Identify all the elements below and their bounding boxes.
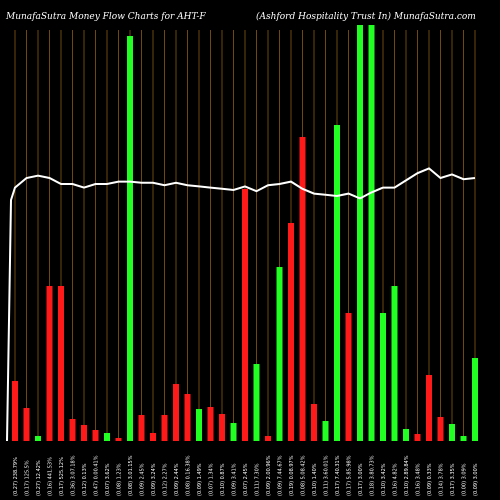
bar (23, 408, 30, 441)
bar (403, 429, 409, 441)
x-tick-label: (0.14) 3.78% (439, 463, 445, 496)
x-tick-label: (0.16) 3.48% (416, 463, 422, 496)
bar (449, 424, 455, 441)
bar (138, 415, 145, 441)
x-tick-label: (0.09) 3.24% (151, 463, 157, 496)
x-tick-label: (0.10) 0.87% (220, 463, 226, 496)
chart-subtitle: (Ashford Hospitality Trust In) MunafaSut… (256, 12, 476, 22)
x-tick-label: (0.08) 0.16.38% (186, 455, 192, 496)
x-tick-label: (0.09) 7.44.67% (278, 455, 284, 496)
x-tick-label: (0.09) 3.41% (232, 463, 238, 496)
x-tick-label: (0.07) 1.34% (209, 463, 215, 496)
x-tick-label: (0.08) 3.01.15% (128, 455, 134, 496)
x-tick-label: (0.17) 5.85.98% (347, 455, 353, 496)
x-tick-labels: (0.27) 238.79% (0.17) 125.5% (0.27) 12.42%… (13, 455, 479, 496)
x-tick-label: (0.11) 7.30% (255, 463, 261, 496)
x-tick-label: (0.17) 525.12% (59, 457, 65, 496)
x-tick-label: (0.09) 2.44% (174, 463, 180, 496)
bar (219, 414, 225, 441)
bar (345, 313, 352, 441)
bar (391, 286, 398, 441)
bar (161, 415, 168, 441)
bar (357, 25, 363, 441)
bar (69, 419, 76, 441)
bar (288, 223, 294, 441)
chart-title: MunafaSutra Money Flow Charts for AHT-F (6, 12, 206, 22)
bar (196, 409, 202, 441)
bar (150, 433, 156, 441)
bar (104, 433, 110, 441)
bar (253, 364, 260, 441)
bar (368, 25, 375, 441)
x-tick-label: (0.10) 1.40% (312, 463, 318, 496)
bar (276, 267, 283, 441)
x-tick-label: (0.11) 3.60.01% (324, 455, 330, 496)
bar (414, 434, 421, 441)
bar (58, 286, 64, 441)
x-tick-label: (0.12) 2.27% (163, 463, 169, 496)
bar (472, 358, 478, 441)
bar (35, 436, 41, 441)
x-tick-label: (0.07) 2.45% (243, 463, 249, 496)
x-tick-label: (0.17) 7.40.31% (335, 455, 341, 496)
x-tick-label: (0.09) 2.00.96% (266, 455, 272, 496)
price-line (6, 167, 476, 442)
x-tick-label: (0.19) 0.08.97% (289, 455, 295, 496)
x-tick-label: (0.17) 125.5% (25, 460, 31, 496)
x-tick-label: (0.07) 3.62% (105, 463, 111, 496)
bar (12, 381, 18, 441)
x-tick-label: (0.27) 12.42% (36, 460, 42, 496)
x-tick-label: (0.08) 5.08.42% (301, 455, 307, 496)
bar (207, 407, 214, 441)
x-tick-label: (0.10) 3.42% (381, 463, 387, 496)
x-tick-label: (0.10) 2.89.84% (404, 455, 410, 496)
bar (311, 404, 317, 441)
x-tick-label: (0.18) 3.80.73% (370, 455, 376, 496)
bar (437, 417, 444, 441)
bar (322, 421, 329, 441)
x-tick-label: (0.12) 0.13% (82, 463, 88, 496)
bar (127, 36, 133, 441)
x-tick-label: (0.47) 0.00.41% (94, 455, 100, 496)
bar (173, 384, 179, 441)
x-tick-label: (0.09) 3.00% (473, 463, 479, 496)
x-tick-label: (0.17) 3.35% (450, 463, 456, 496)
bar (230, 423, 237, 441)
bars (12, 25, 478, 441)
bar (46, 286, 53, 441)
bar (92, 430, 99, 441)
bar (299, 137, 306, 441)
bar (115, 438, 122, 441)
x-tick-label: (0.16) 441.53% (48, 457, 54, 496)
x-tick-label: (0.00) 3.09% (462, 463, 468, 496)
x-tick-label: (0.09) 0.33% (427, 463, 433, 496)
bar (242, 189, 248, 441)
bar (380, 313, 386, 441)
x-tick-label: (0.36) 3.07.18% (71, 455, 77, 496)
x-tick-label: (0.09) 1.49% (197, 463, 203, 496)
price-line-path (6, 167, 476, 442)
x-tick-label: (0.17) 3.00% (358, 463, 364, 496)
x-tick-label: (0.09) 2.45% (140, 463, 146, 496)
bar (81, 425, 87, 441)
bar (184, 394, 191, 441)
x-tick-label: (0.16) 4.82% (393, 463, 399, 496)
bar (426, 375, 432, 441)
bar (265, 436, 271, 441)
bar (334, 125, 340, 441)
bar (460, 436, 467, 441)
x-tick-label: (0.27) 238.79% (13, 457, 19, 496)
x-tick-label: (0.08) 1.23% (117, 463, 123, 496)
